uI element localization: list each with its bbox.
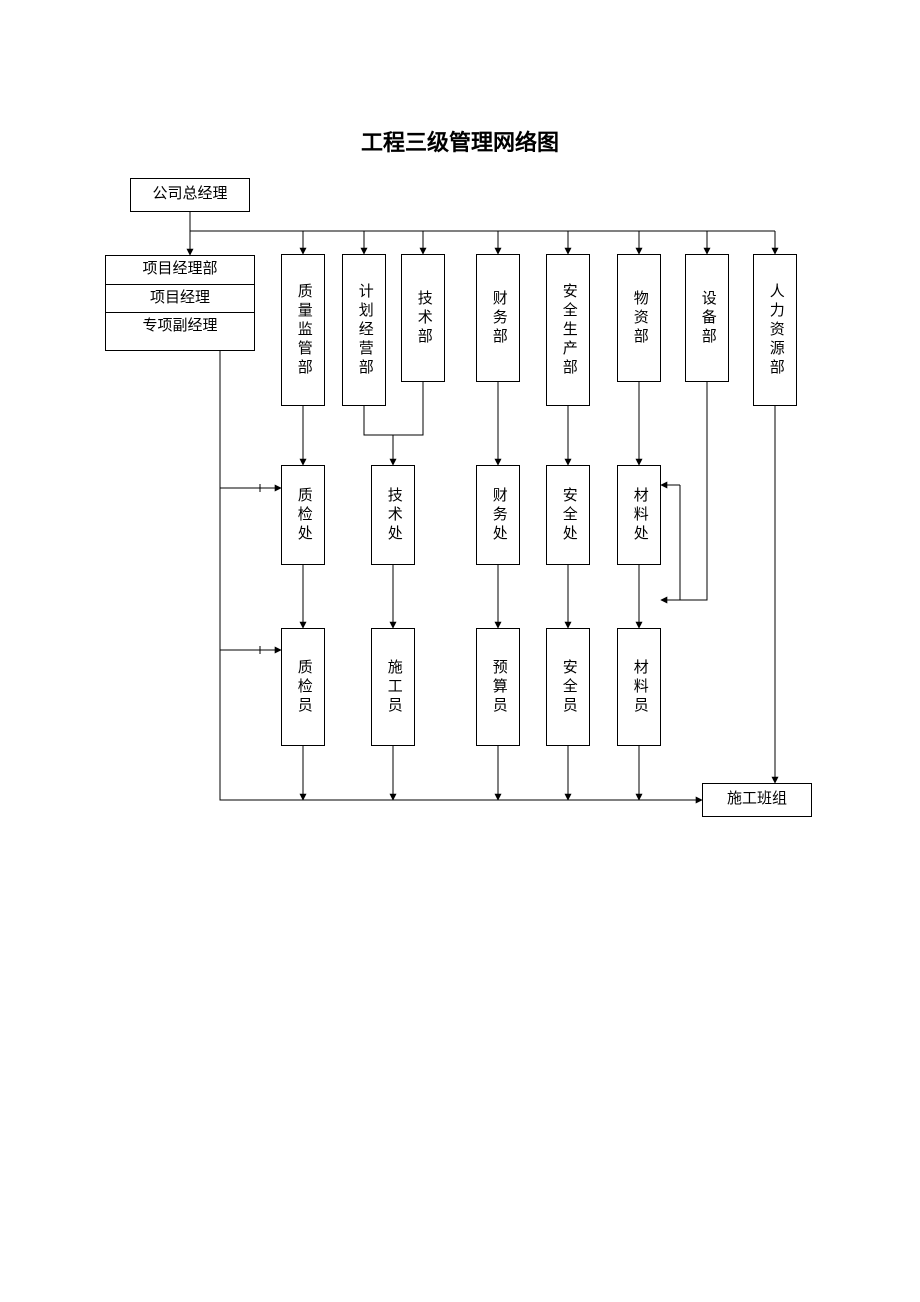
- node-y4: 安全员: [546, 628, 590, 746]
- node-c3: 财务处: [476, 465, 520, 565]
- node-c1: 质检处: [281, 465, 325, 565]
- node-y1: 质检员: [281, 628, 325, 746]
- node-c4: 安全处: [546, 465, 590, 565]
- edge-28: [260, 484, 281, 492]
- node-d2: 计划经营部: [342, 254, 386, 406]
- node-d6: 物资部: [617, 254, 661, 382]
- node-y5: 材料员: [617, 628, 661, 746]
- edge-32: [680, 382, 707, 600]
- node-ceo: 公司总经理: [130, 178, 250, 212]
- node-team: 施工班组: [702, 783, 812, 817]
- node-y3: 预算员: [476, 628, 520, 746]
- node-y2: 施工员: [371, 628, 415, 746]
- node-pm_box-row-1: 项目经理: [106, 285, 254, 314]
- node-pm_box-row-2: 专项副经理: [106, 313, 254, 350]
- node-d3: 技术部: [401, 254, 445, 382]
- node-d4: 财务部: [476, 254, 520, 382]
- node-d5: 安全生产部: [546, 254, 590, 406]
- node-d1: 质量监管部: [281, 254, 325, 406]
- node-d8: 人力资源部: [753, 254, 797, 406]
- edge-30: [260, 646, 281, 654]
- node-pm_box-row-0: 项目经理部: [106, 256, 254, 285]
- node-d7: 设备部: [685, 254, 729, 382]
- node-pm_box: 项目经理部项目经理专项副经理: [105, 255, 255, 351]
- diagram-title: 工程三级管理网络图: [361, 125, 559, 157]
- node-c2: 技术处: [371, 465, 415, 565]
- node-c5: 材料处: [617, 465, 661, 565]
- edge-0: [190, 212, 775, 231]
